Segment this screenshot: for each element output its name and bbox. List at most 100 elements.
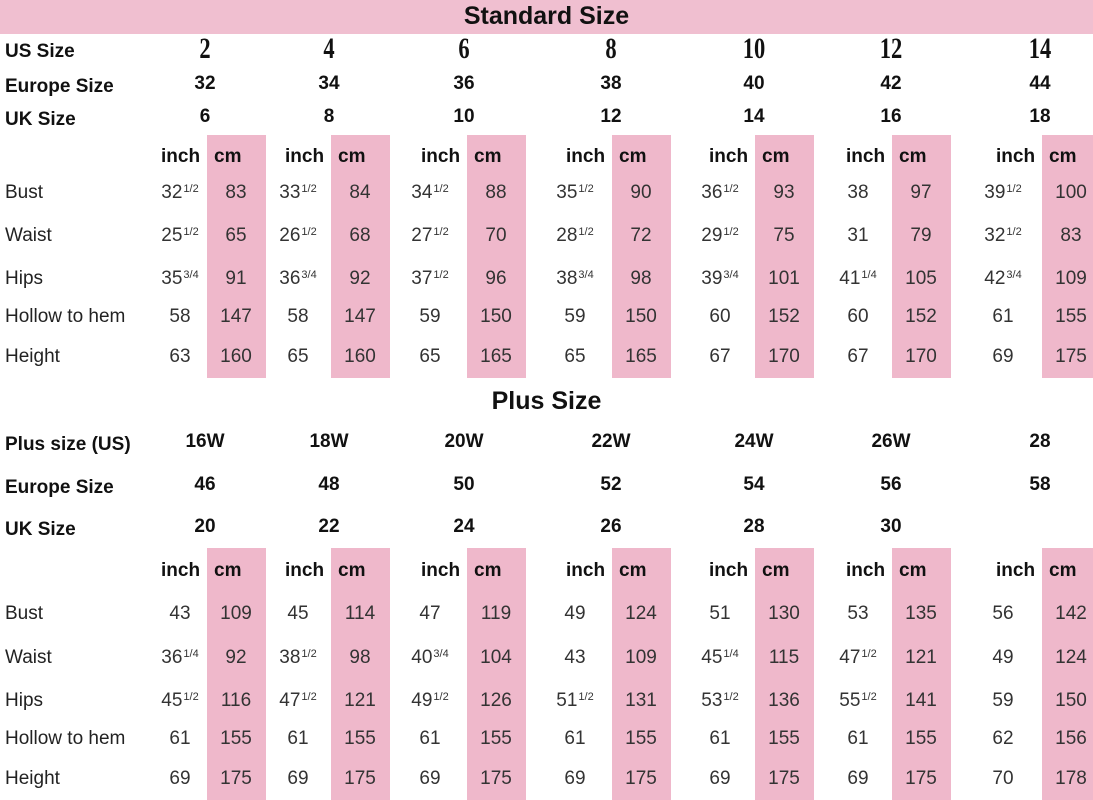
- measurement-label: Waist: [5, 647, 52, 668]
- inch-value: 551/2: [839, 690, 876, 712]
- inch-value: 67: [847, 346, 868, 368]
- cm-value: 109: [625, 647, 657, 668]
- inch-value: 49: [564, 603, 585, 625]
- cm-value: 155: [344, 728, 376, 749]
- cm-value: 91: [225, 268, 247, 289]
- inch-whole: 69: [847, 768, 869, 789]
- size-value: 12: [600, 106, 622, 127]
- cm-value: 109: [1055, 268, 1087, 289]
- inch-value: 531/2: [701, 690, 738, 712]
- inch-fraction: 1/2: [1006, 226, 1022, 238]
- inch-whole: 47: [839, 647, 861, 668]
- inch-value: 43: [169, 603, 190, 625]
- inch-fraction: 3/4: [1006, 269, 1022, 281]
- inch-whole: 29: [701, 225, 723, 246]
- measurement-label: Hips: [5, 268, 44, 289]
- inch-fraction: 3/4: [578, 269, 594, 281]
- inch-whole: 32: [984, 225, 1006, 246]
- inch-whole: 69: [992, 346, 1014, 367]
- cm-value: 88: [485, 182, 507, 203]
- size-row-label: Europe Size: [5, 477, 114, 498]
- inch-fraction: 1/2: [301, 226, 317, 238]
- inch-whole: 65: [419, 346, 441, 367]
- cm-value: 84: [349, 182, 371, 203]
- inch-value: 491/2: [411, 690, 448, 712]
- cm-value: 147: [344, 306, 376, 327]
- size-value: 2: [199, 32, 211, 65]
- inch-value: 65: [564, 346, 585, 368]
- inch-whole: 51: [709, 603, 731, 624]
- inch-whole: 38: [556, 268, 578, 289]
- inch-value: 58: [169, 306, 190, 328]
- unit-inch-header: inch: [421, 146, 461, 167]
- inch-fraction: 1/2: [301, 691, 317, 703]
- cm-value: 155: [768, 728, 800, 749]
- inch-value: 281/2: [556, 225, 593, 247]
- inch-whole: 67: [847, 346, 869, 367]
- cm-value: 114: [344, 603, 376, 624]
- cm-value: 98: [630, 268, 652, 289]
- unit-inch-header: inch: [285, 146, 325, 167]
- inch-whole: 45: [701, 647, 723, 668]
- size-value: 36: [453, 73, 475, 94]
- inch-value: 423/4: [984, 268, 1021, 290]
- inch-value: 61: [169, 728, 190, 750]
- inch-whole: 62: [992, 728, 1014, 749]
- inch-value: 61: [287, 728, 308, 750]
- unit-cm-header: cm: [1049, 560, 1077, 581]
- inch-fraction: 1/2: [433, 269, 449, 281]
- inch-fraction: 1/2: [723, 226, 739, 238]
- measurement-label: Hollow to hem: [5, 306, 126, 327]
- cm-value: 175: [905, 768, 937, 789]
- measurement-label: Height: [5, 768, 60, 789]
- size-value: 26W: [871, 431, 911, 452]
- inch-value: 471/2: [839, 647, 876, 669]
- unit-cm-header: cm: [619, 146, 647, 167]
- size-row-label: US Size: [5, 41, 75, 62]
- cm-column-band: [892, 135, 951, 378]
- inch-value: 31: [847, 225, 868, 247]
- inch-whole: 28: [556, 225, 578, 246]
- inch-value: 391/2: [984, 182, 1021, 204]
- size-value: 48: [318, 474, 340, 495]
- cm-value: 155: [220, 728, 252, 749]
- inch-whole: 36: [161, 647, 183, 668]
- inch-value: 45: [287, 603, 308, 625]
- inch-whole: 42: [984, 268, 1006, 289]
- inch-fraction: 1/4: [723, 648, 739, 660]
- inch-fraction: 1/2: [433, 226, 449, 238]
- inch-value: 393/4: [701, 268, 738, 290]
- inch-value: 53: [847, 603, 868, 625]
- cm-value: 131: [625, 690, 657, 711]
- inch-fraction: 1/2: [183, 226, 199, 238]
- cm-column-band: [331, 135, 390, 378]
- size-value: 22W: [591, 431, 631, 452]
- inch-whole: 45: [161, 690, 183, 711]
- inch-fraction: 1/2: [723, 691, 739, 703]
- cm-value: 150: [625, 306, 657, 327]
- inch-whole: 35: [556, 182, 578, 203]
- inch-whole: 33: [279, 182, 301, 203]
- size-value: 6: [458, 32, 470, 65]
- inch-value: 61: [992, 306, 1013, 328]
- inch-whole: 35: [161, 268, 183, 289]
- inch-whole: 59: [564, 306, 586, 327]
- cm-value: 92: [349, 268, 371, 289]
- inch-fraction: 1/2: [861, 691, 877, 703]
- unit-cm-header: cm: [474, 146, 502, 167]
- unit-inch-header: inch: [161, 560, 201, 581]
- inch-value: 70: [992, 768, 1013, 790]
- inch-whole: 61: [419, 728, 441, 749]
- size-value: 12: [879, 32, 903, 65]
- cm-value: 93: [773, 182, 795, 203]
- cm-column-band: [207, 135, 266, 378]
- inch-fraction: 3/4: [723, 269, 739, 281]
- inch-value: 69: [847, 768, 868, 790]
- inch-whole: 63: [169, 346, 191, 367]
- inch-value: 60: [709, 306, 730, 328]
- inch-value: 411/4: [839, 268, 876, 290]
- size-value: 20W: [444, 431, 484, 452]
- inch-whole: 27: [411, 225, 433, 246]
- inch-value: 383/4: [556, 268, 593, 290]
- size-value: 44: [1029, 73, 1051, 94]
